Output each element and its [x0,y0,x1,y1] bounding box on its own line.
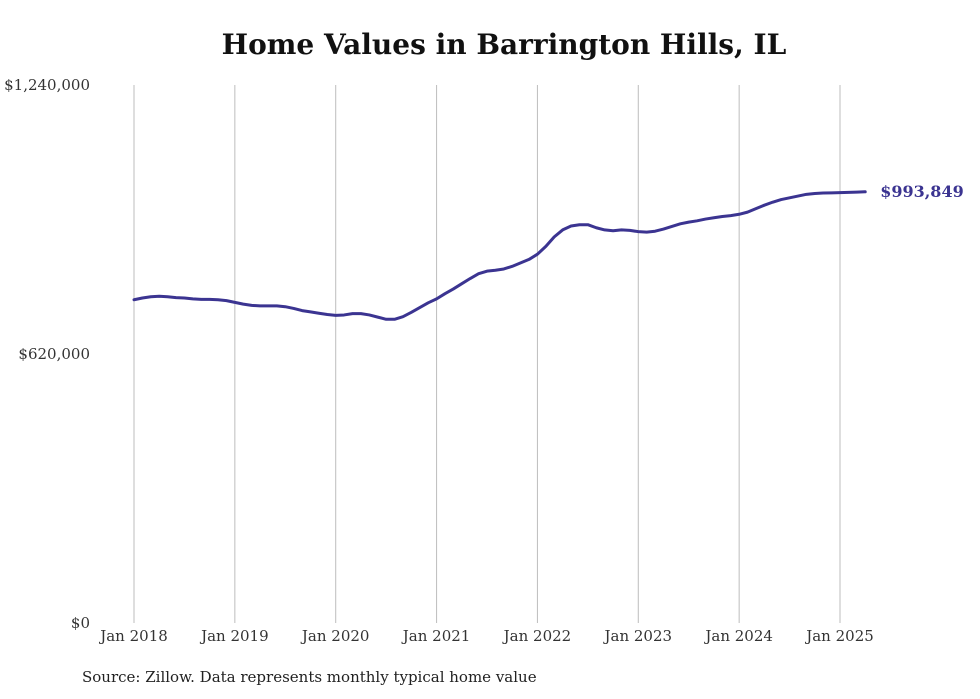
x-tick-label: Jan 2024 [703,627,773,645]
y-axis-ticks: $0 $620,000 $1,240,000 [4,76,90,632]
chart-title: Home Values in Barrington Hills, IL [221,28,787,61]
x-tick-label: Jan 2018 [98,627,168,645]
x-tick-label: Jan 2020 [300,627,370,645]
gridlines [133,85,841,623]
x-tick-label: Jan 2019 [199,627,269,645]
end-value-label: $993,849 [880,182,964,201]
series-layer [132,190,867,321]
x-tick-label: Jan 2025 [804,627,874,645]
x-tick-label: Jan 2023 [603,627,673,645]
source-note: Source: Zillow. Data represents monthly … [82,668,537,686]
x-tick-label: Jan 2021 [401,627,471,645]
y-tick-label: $1,240,000 [4,76,90,94]
x-tick-label: Jan 2022 [502,627,572,645]
series-line [132,190,867,321]
y-tick-label: $620,000 [18,345,90,363]
x-axis-ticks: Jan 2018 Jan 2019 Jan 2020 Jan 2021 Jan 2022… [98,627,874,645]
y-tick-label: $0 [71,614,90,632]
end-label-layer: $993,849 [880,182,964,201]
